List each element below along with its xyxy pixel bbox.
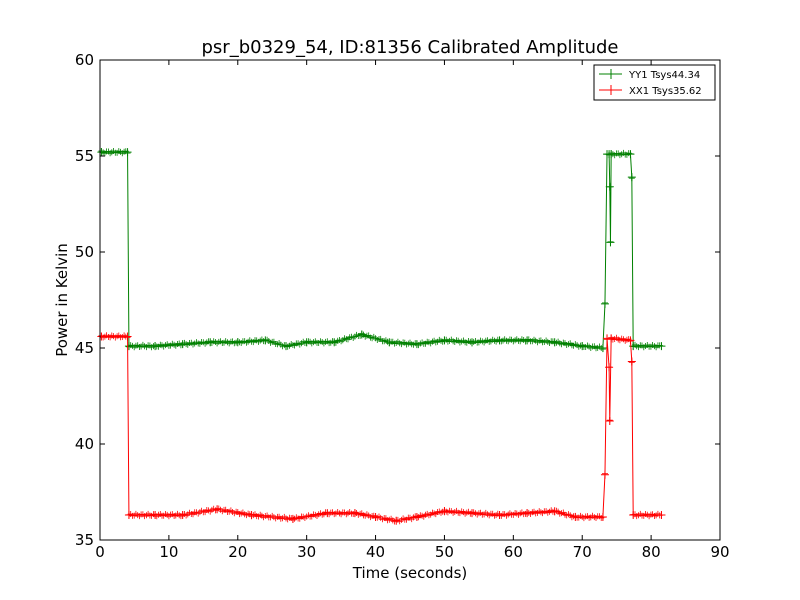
data-point-0-13 [412, 340, 421, 349]
data-point-1-2 [124, 511, 133, 520]
data-point-1-12 [412, 512, 421, 521]
y-tick-label-55: 55 [75, 147, 94, 165]
data-point-1-1 [123, 332, 132, 341]
chart-title: psr_b0329_54, ID:81356 Calibrated Amplit… [202, 37, 619, 58]
data-point-1-4 [178, 511, 187, 520]
x-tick-label-30: 30 [297, 543, 316, 561]
data-point-0-2 [124, 342, 133, 351]
x-tick-label-40: 40 [366, 543, 385, 561]
data-point-1-19 [598, 512, 607, 521]
data-point-1-9 [350, 509, 359, 518]
x-tick-label-50: 50 [435, 543, 454, 561]
y-tick-label-45: 45 [75, 339, 94, 357]
data-point-0-3 [151, 342, 160, 351]
x-tick-label-70: 70 [573, 543, 592, 561]
y-axis-label: Power in Kelvin [53, 243, 71, 357]
data-point-0-4 [178, 340, 187, 349]
legend-marker-yy1 [606, 69, 616, 79]
x-tick-label-0: 0 [95, 543, 105, 561]
data-point-1-0 [97, 332, 106, 341]
data-point-0-12 [385, 338, 394, 347]
data-point-0-26 [607, 150, 616, 159]
data-point-0-14 [440, 336, 449, 345]
data-point-0-9 [302, 338, 311, 347]
data-point-0-20 [598, 344, 607, 352]
data-point-0-15 [468, 338, 476, 347]
data-point-0-19 [578, 342, 587, 351]
legend-label-yy1: YY1 Tsys44.34 [628, 70, 700, 81]
data-point-0-18 [550, 338, 559, 347]
plot-area: 0 10 20 30 40 50 60 70 80 90 35 40 45 50 55 60 [75, 51, 730, 561]
data-point-1-24 [607, 334, 616, 343]
data-point-0-28 [627, 173, 636, 182]
x-axis-label: Time (seconds) [352, 564, 468, 582]
data-point-1-13 [440, 507, 449, 516]
data-point-1-3 [151, 511, 160, 520]
data-point-1-14 [468, 509, 476, 518]
data-point-0-8 [282, 342, 290, 351]
legend-label-xx1: XX1 Tsys35.62 [629, 86, 702, 97]
data-point-1-7 [288, 514, 297, 523]
data-point-1-28 [657, 511, 666, 520]
data-point-1-15 [495, 511, 504, 520]
y-tick-label-50: 50 [75, 243, 94, 261]
series-0 [97, 148, 666, 353]
legend-marker-xx1 [606, 85, 616, 95]
data-point-0-11 [357, 330, 366, 339]
data-point-0-21 [600, 299, 609, 308]
ticks-layer: 0 10 20 30 40 50 60 70 80 90 35 40 45 50 55 60 [75, 51, 730, 561]
data-point-0-27 [626, 150, 635, 159]
data-point-1-10 [371, 512, 380, 521]
data-point-0-16 [495, 336, 504, 345]
legend: YY1 Tsys44.34 XX1 Tsys35.62 [593, 64, 716, 101]
data-point-1-25 [626, 336, 635, 345]
data-point-1-20 [600, 470, 609, 479]
plot-background [100, 60, 720, 540]
x-tick-label-80: 80 [642, 543, 661, 561]
data-point-0-5 [206, 338, 215, 347]
data-point-1-8 [323, 509, 332, 518]
data-point-1-27 [629, 511, 638, 520]
x-tick-label-90: 90 [710, 543, 729, 561]
data-point-0-0 [97, 148, 106, 157]
data-point-0-25 [606, 238, 615, 247]
data-point-1-6 [247, 511, 256, 520]
x-tick-label-10: 10 [159, 543, 178, 561]
data-point-0-6 [233, 338, 242, 347]
data-point-1-17 [550, 507, 559, 516]
data-point-1-22 [605, 363, 614, 372]
y-tick-label-60: 60 [75, 51, 94, 69]
x-tick-label-60: 60 [504, 543, 523, 561]
data-point-0-30 [657, 342, 666, 351]
data-point-0-17 [523, 336, 532, 345]
data-point-1-18 [571, 512, 580, 521]
data-point-1-11 [392, 516, 401, 525]
data-point-0-7 [261, 336, 270, 345]
data-point-1-26 [627, 357, 636, 366]
x-tick-label-20: 20 [228, 543, 247, 561]
data-point-0-24 [605, 182, 614, 191]
y-tick-label-40: 40 [75, 435, 94, 453]
series-1 [97, 332, 666, 525]
y-tick-label-35: 35 [75, 531, 94, 549]
data-point-1-23 [605, 416, 614, 425]
series-layer [97, 148, 666, 525]
legend-box [593, 64, 716, 101]
data-point-1-16 [523, 509, 532, 518]
data-point-1-5 [213, 505, 222, 514]
data-point-0-10 [330, 338, 339, 347]
plot-frame [99, 59, 721, 541]
data-point-0-1 [123, 148, 132, 157]
